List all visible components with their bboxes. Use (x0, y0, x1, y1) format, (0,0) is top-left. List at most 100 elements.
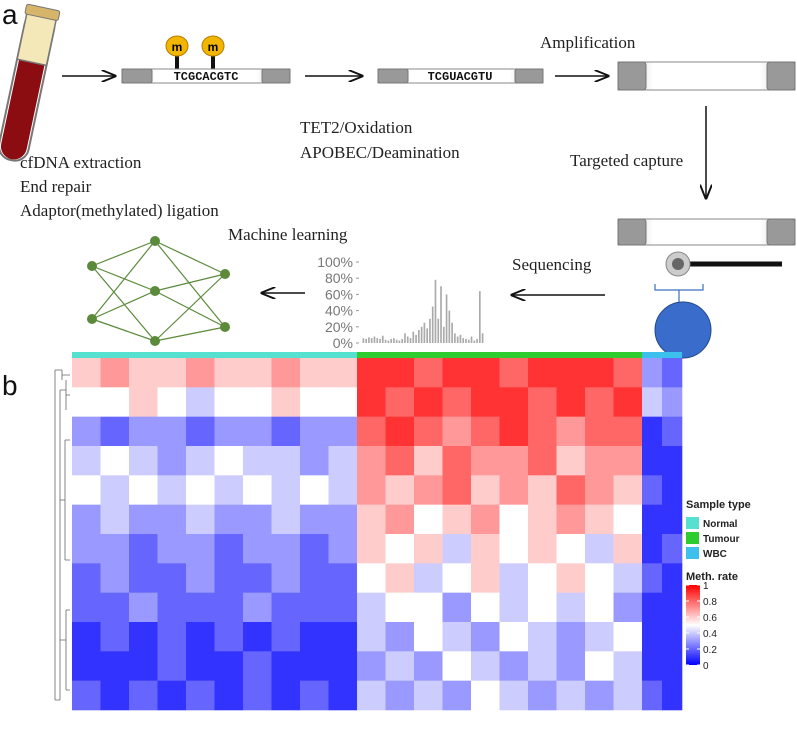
y-tick-label: 40% (325, 303, 353, 319)
colorbar-tick-label: 1 (703, 581, 709, 592)
bar (365, 338, 367, 343)
bar (481, 333, 484, 343)
heatmap-cell (157, 592, 187, 623)
bar (418, 330, 420, 343)
heatmap-cell (556, 387, 586, 417)
heatmap-cell (471, 416, 500, 447)
heatmap-cell (243, 358, 272, 388)
heatmap-cell (613, 651, 643, 681)
heatmap-cell (442, 504, 472, 535)
heatmap-cell (613, 592, 643, 623)
heatmap-cell (556, 534, 586, 564)
heatmap-cell (129, 563, 158, 593)
heatmap-cell (186, 475, 215, 505)
methyl-mark: m (208, 40, 219, 54)
heatmap-cell (300, 680, 329, 711)
heatmap-cell (414, 475, 443, 505)
heatmap-cell (72, 475, 101, 505)
heatmap-cell (613, 563, 643, 593)
heatmap-cell (414, 680, 443, 711)
heatmap-cell (214, 592, 244, 623)
heatmap-cell (357, 651, 386, 681)
dna-fragment (121, 35, 291, 84)
heatmap-cell (528, 504, 557, 535)
heatmap-cell (186, 534, 215, 564)
heatmap-cell (214, 563, 244, 593)
heatmap-cell (186, 651, 215, 681)
heatmap-cell (72, 651, 101, 681)
y-tick-label: 20% (325, 319, 353, 335)
heatmap-cell (385, 446, 415, 476)
bar (459, 334, 462, 343)
heatmap-cell (129, 651, 158, 681)
y-tick-label: 100% (317, 254, 353, 270)
heatmap-cell (328, 387, 358, 417)
bar (381, 335, 384, 343)
step-text: End repair (20, 177, 92, 196)
heatmap-cell (499, 446, 529, 476)
heatmap-cell (357, 446, 386, 476)
heatmap-cell (556, 358, 586, 388)
heatmap-cell (271, 622, 301, 652)
heatmap-cell (271, 680, 301, 711)
heatmap-cell (499, 563, 529, 593)
bar (387, 340, 390, 343)
step-text: Machine learning (228, 225, 348, 244)
heatmap-cell (100, 416, 130, 447)
bar (409, 338, 412, 343)
heatmap-cell (357, 416, 386, 447)
heatmap-cell (328, 475, 358, 505)
heatmap-cell (328, 534, 358, 564)
heatmap-cell (214, 680, 244, 711)
heatmap-cell (613, 387, 643, 417)
heatmap-cell (214, 534, 244, 564)
heatmap-cell (271, 504, 301, 535)
heatmap-cell (385, 358, 415, 388)
legend-title: Sample type (686, 499, 751, 511)
heatmap-cell (471, 651, 500, 681)
heatmap-cell (186, 622, 215, 652)
heatmap-cell (528, 563, 557, 593)
heatmap-cell (585, 680, 614, 711)
heatmap-cell (499, 592, 529, 623)
heatmap-cell (662, 534, 683, 564)
heatmap-cell (556, 475, 586, 505)
heatmap-cell (243, 504, 272, 535)
heatmap-cell (357, 504, 386, 535)
heatmap-cell (585, 446, 614, 476)
heatmap-cell (300, 534, 329, 564)
bar (456, 336, 459, 343)
heatmap-cell (442, 622, 472, 652)
y-tick-label: 0% (333, 335, 353, 351)
heatmap-cell (186, 387, 215, 417)
bar (395, 339, 398, 343)
heatmap-cell (528, 358, 557, 388)
bar (429, 318, 431, 343)
heatmap-cell (186, 680, 215, 711)
heatmap-cell (442, 475, 472, 505)
heatmap-cell (243, 622, 272, 652)
heatmap-cell (129, 358, 158, 388)
heatmap-cell (613, 416, 643, 447)
heatmap-cell (414, 534, 443, 564)
heatmap-cell (157, 358, 187, 388)
heatmap-cell (357, 534, 386, 564)
heatmap-cell (642, 651, 663, 681)
colorbar-tick-label: 0 (703, 661, 709, 672)
heatmap-cell (556, 416, 586, 447)
heatmap-cell (662, 622, 683, 652)
heatmap-cell (662, 651, 683, 681)
heatmap-cell (642, 680, 663, 711)
heatmap-cell (214, 446, 244, 476)
heatmap-cell (243, 680, 272, 711)
heatmap-cell (442, 680, 472, 711)
colorbar (686, 585, 700, 665)
dna-fragment (377, 68, 544, 84)
heatmap-cell (100, 534, 130, 564)
bar (440, 286, 442, 343)
heatmap-cell (243, 446, 272, 476)
heatmap-cell (385, 622, 415, 652)
heatmap-cell (385, 504, 415, 535)
heatmap-cell (414, 504, 443, 535)
